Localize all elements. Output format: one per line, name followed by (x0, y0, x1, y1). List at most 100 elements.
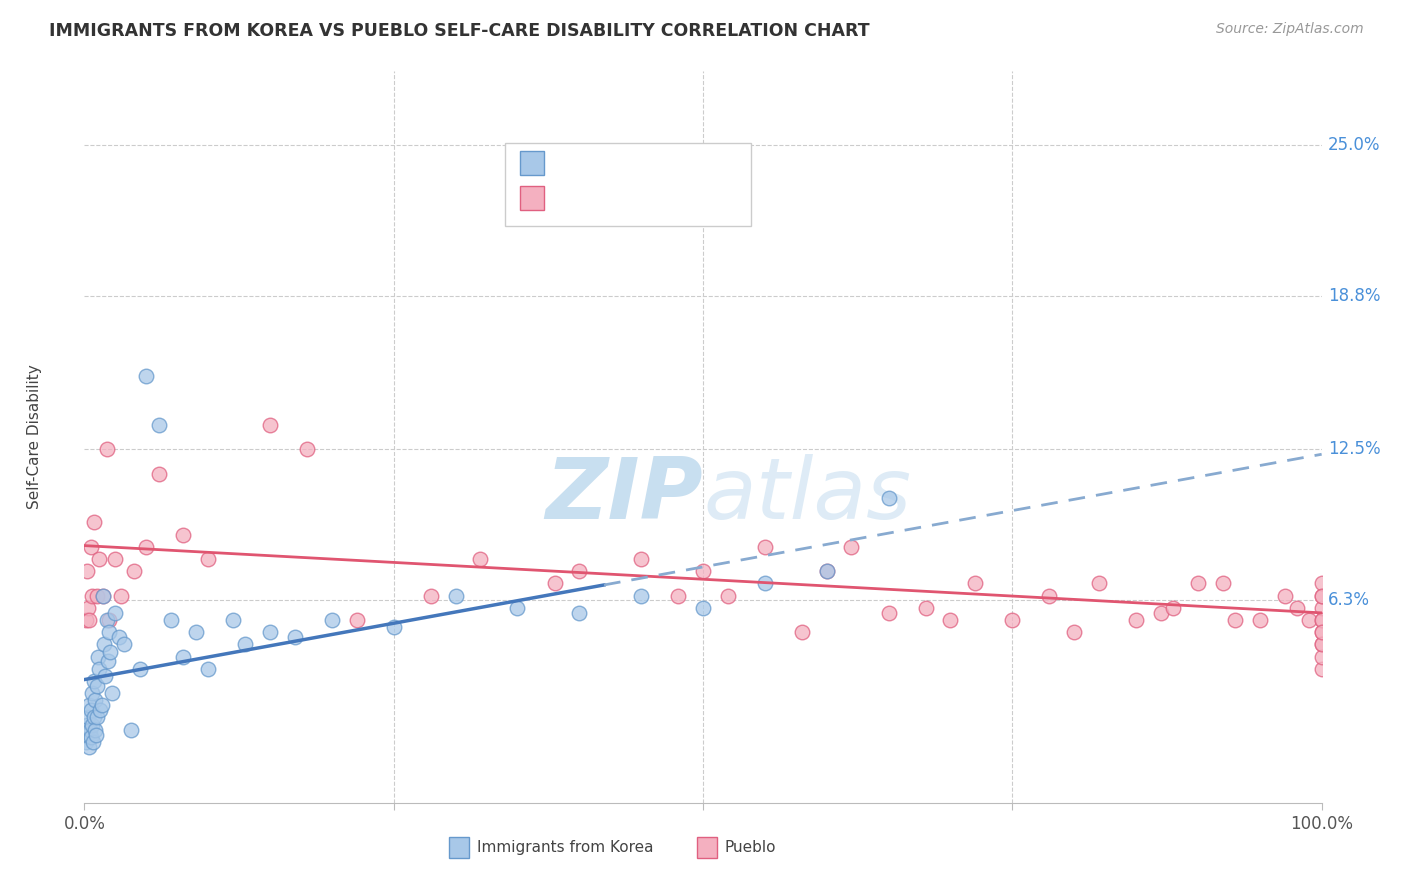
Point (1310, 649, 1333, 664)
Point (89, 552, 111, 566)
Point (1310, 625, 1333, 640)
Point (1249, 613, 1271, 627)
Point (135, 369, 157, 384)
Point (692, 564, 714, 578)
Point (120, 723, 142, 737)
Point (1212, 576, 1234, 591)
Point (1310, 662, 1333, 676)
Text: N =: N = (652, 190, 699, 205)
Point (83, 710, 105, 724)
Point (79, 730, 101, 744)
Point (75, 723, 97, 737)
Point (96, 613, 118, 627)
Point (444, 589, 467, 603)
Point (77, 600, 100, 615)
Point (84, 693, 107, 707)
Point (86, 589, 108, 603)
Text: Pueblo: Pueblo (724, 840, 776, 855)
Point (148, 467, 170, 481)
Point (75, 613, 97, 627)
Text: 57: 57 (702, 155, 724, 170)
Text: R =: R = (558, 190, 593, 205)
Text: IMMIGRANTS FROM KOREA VS PUEBLO SELF-CARE DISABILITY CORRELATION CHART: IMMIGRANTS FROM KOREA VS PUEBLO SELF-CAR… (49, 22, 870, 40)
Text: 6.3%: 6.3% (1327, 591, 1369, 609)
Text: R =: R = (558, 155, 593, 170)
Point (84, 727, 107, 741)
Text: ZIP: ZIP (546, 454, 703, 537)
Point (1310, 589, 1333, 603)
Point (94, 669, 117, 683)
Point (77, 710, 100, 724)
Point (1310, 637, 1333, 651)
Point (965, 576, 987, 591)
Point (346, 613, 368, 627)
Text: 18.8%: 18.8% (1327, 286, 1381, 305)
Text: atlas: atlas (703, 454, 911, 537)
Point (382, 620, 405, 634)
Point (1187, 576, 1209, 591)
Point (86, 679, 108, 693)
Point (91, 589, 114, 603)
Point (98, 613, 121, 627)
Point (666, 589, 689, 603)
Text: 65: 65 (702, 190, 724, 205)
Point (1038, 589, 1060, 603)
Point (1001, 613, 1024, 627)
Point (1274, 589, 1296, 603)
Point (122, 564, 145, 578)
Point (1310, 589, 1333, 603)
Point (1285, 600, 1308, 615)
Point (543, 576, 565, 591)
Point (148, 417, 170, 432)
Point (172, 649, 194, 664)
Point (259, 625, 281, 640)
Point (295, 442, 318, 457)
Point (89, 703, 111, 717)
Point (83, 673, 105, 688)
Text: Source: ZipAtlas.com: Source: ZipAtlas.com (1216, 22, 1364, 37)
Point (1088, 576, 1111, 591)
Point (717, 589, 740, 603)
Point (939, 613, 962, 627)
Point (914, 600, 936, 615)
Text: 0.221: 0.221 (600, 155, 657, 170)
Point (89, 662, 111, 676)
Point (1310, 613, 1333, 627)
Point (98, 625, 121, 640)
Point (630, 589, 652, 603)
Point (1125, 613, 1147, 627)
Point (233, 637, 256, 651)
Point (108, 630, 131, 644)
Text: Immigrants from Korea: Immigrants from Korea (477, 840, 652, 855)
Point (82, 735, 104, 749)
Point (86, 710, 108, 724)
Point (754, 540, 776, 554)
Text: 12.5%: 12.5% (1327, 441, 1381, 458)
Point (100, 686, 122, 700)
Point (593, 174, 616, 188)
Point (91, 589, 114, 603)
Point (83, 516, 105, 530)
Point (76, 564, 98, 578)
Point (1063, 625, 1085, 640)
Point (284, 630, 307, 644)
Point (79, 698, 101, 713)
Point (135, 540, 157, 554)
Point (222, 613, 245, 627)
Point (1310, 576, 1333, 591)
Point (184, 625, 207, 640)
Point (754, 576, 776, 591)
Point (77, 739, 100, 754)
Point (80, 703, 103, 717)
Point (80, 589, 103, 603)
Point (1298, 613, 1320, 627)
Point (97, 654, 120, 668)
Point (1310, 600, 1333, 615)
Text: N =: N = (652, 155, 699, 170)
Point (79, 613, 101, 627)
Point (1161, 600, 1184, 615)
Point (172, 527, 194, 541)
Point (692, 600, 714, 615)
Point (1310, 625, 1333, 640)
Point (93, 637, 115, 651)
